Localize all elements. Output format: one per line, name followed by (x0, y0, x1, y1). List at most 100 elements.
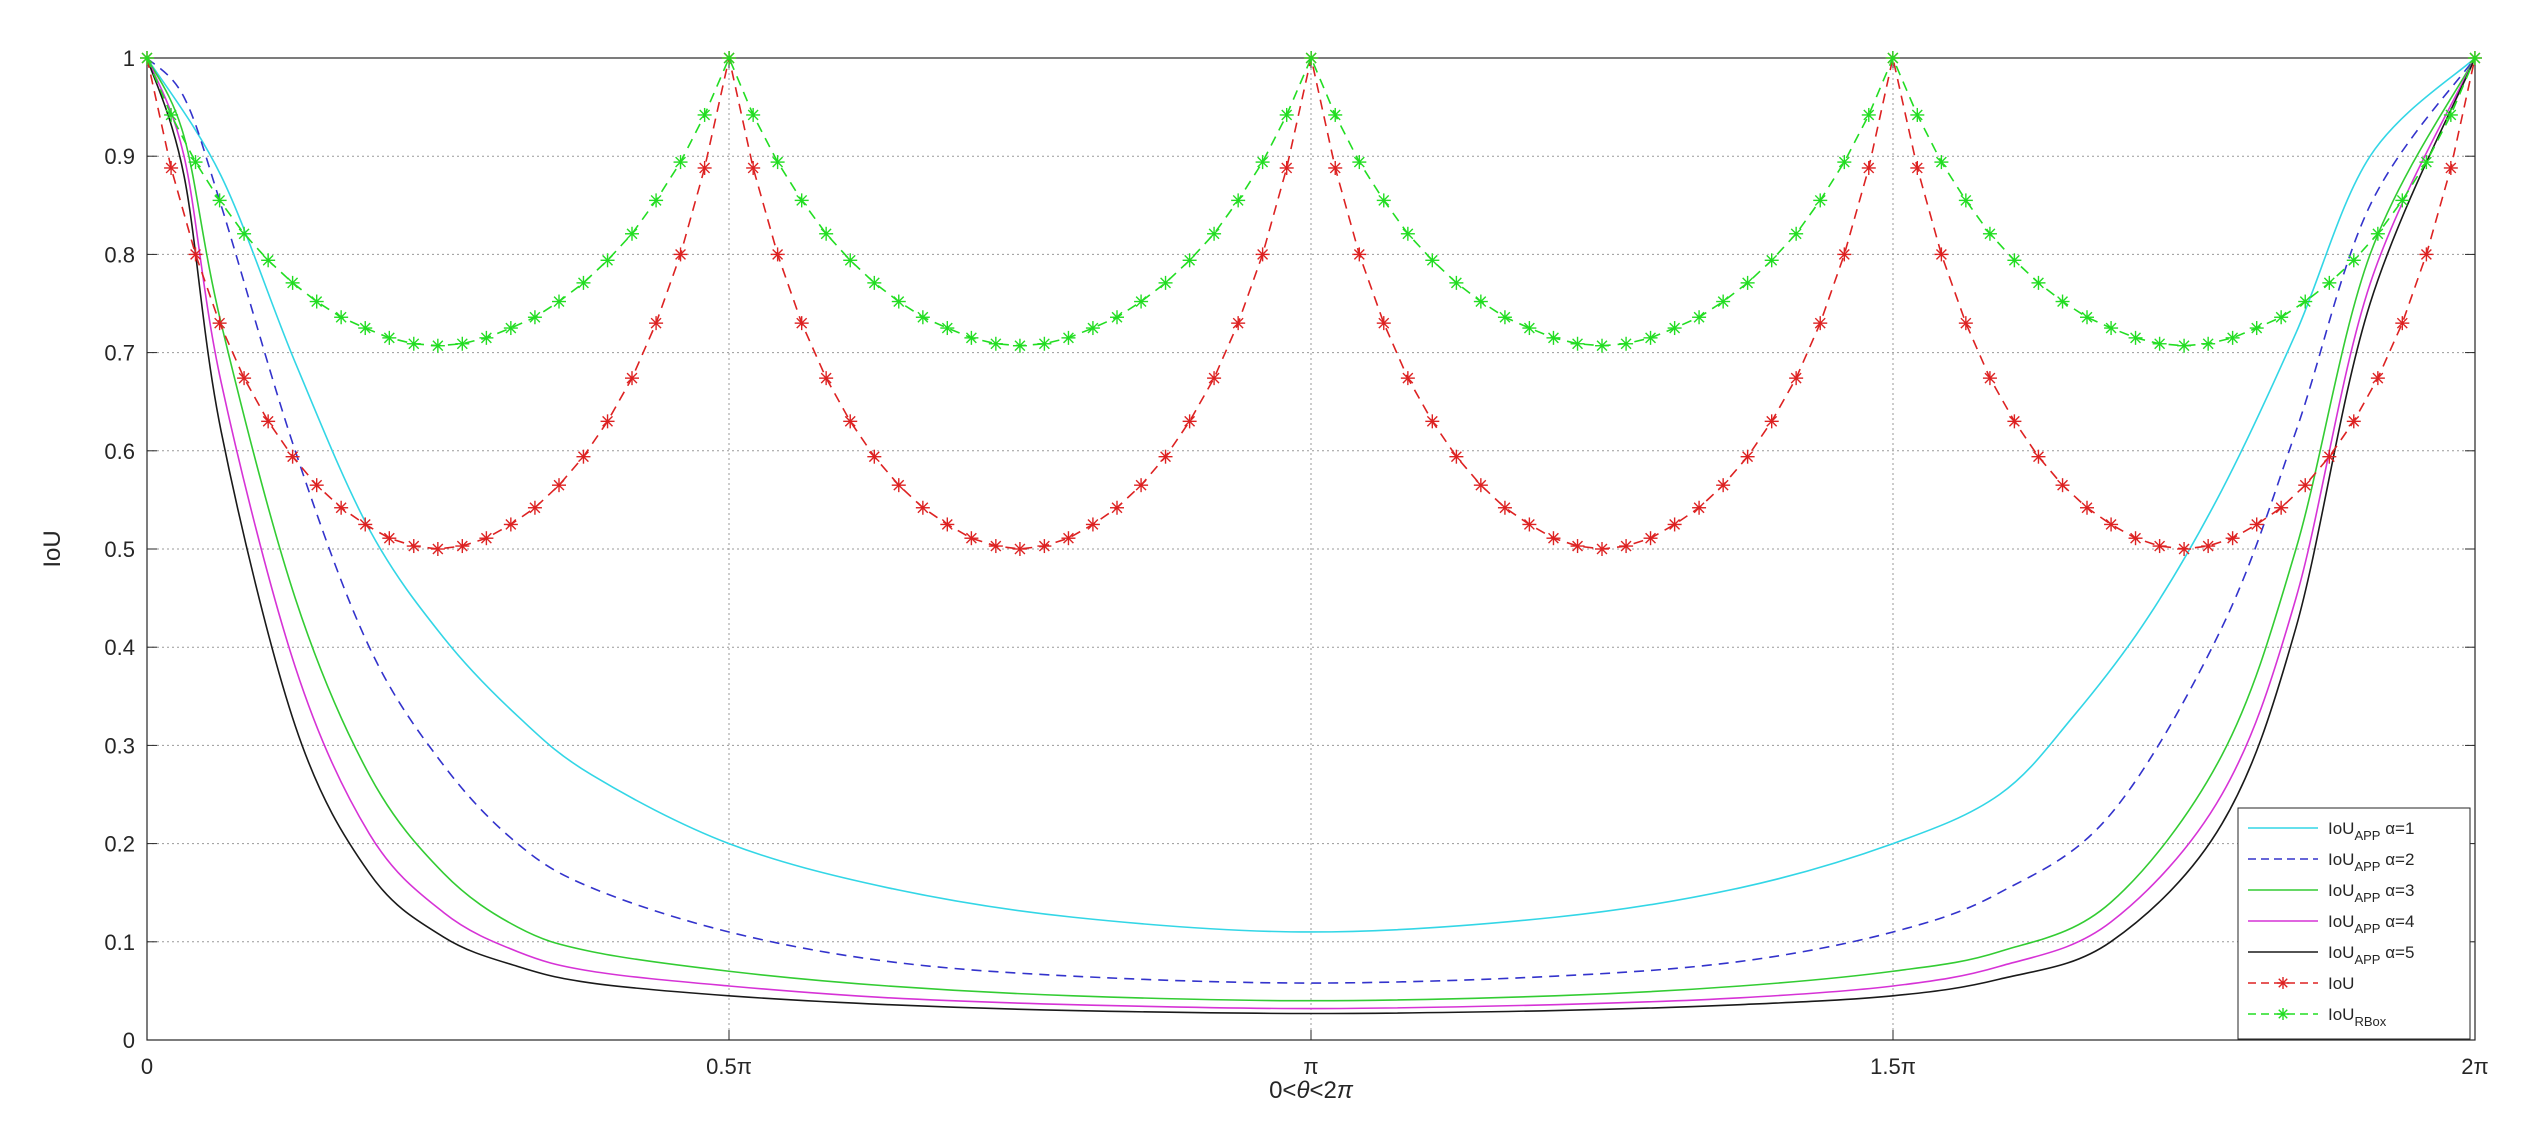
data-point (2031, 449, 2046, 464)
legend-label: IoUAPP α=3 (2328, 881, 2414, 905)
data-point (1110, 500, 1125, 515)
data-point (625, 226, 640, 241)
data-point (2007, 414, 2022, 429)
y-tick-label: 0.2 (104, 832, 135, 857)
data-point (358, 321, 373, 336)
data-point (794, 193, 809, 208)
data-point (1910, 160, 1925, 175)
legend-entry: IoURBox (2248, 1005, 2387, 1029)
data-point (1643, 531, 1658, 546)
legend-label: IoU (2328, 974, 2354, 993)
data-point (1376, 316, 1391, 331)
grid (147, 58, 2475, 1040)
data-point (1061, 531, 1076, 546)
data-point (1837, 247, 1852, 262)
data-point (2346, 253, 2361, 268)
data-point (1885, 51, 1900, 65)
data-point (2322, 275, 2337, 290)
series-2 (146, 57, 2476, 1002)
x-tick-label: 0 (141, 1054, 153, 1079)
data-point (2419, 247, 2434, 262)
data-point (503, 321, 518, 336)
data-point (2225, 330, 2240, 345)
data-point (261, 414, 276, 429)
data-point (430, 338, 445, 353)
data-point (2395, 316, 2410, 331)
data-point (2249, 517, 2264, 532)
data-point (1497, 310, 1512, 325)
data-point (2055, 294, 2070, 309)
data-point (1473, 478, 1488, 493)
data-point (140, 51, 154, 65)
tick-labels: 0 0.1 0.2 0.3 0.4 0.5 0.6 0.7 0.8 0.9 1 0 0.5π π 1.5π 2… (104, 46, 2488, 1079)
data-point (1667, 517, 1682, 532)
series-line (146, 57, 2476, 1015)
legend-label: IoUAPP α=1 (2328, 819, 2414, 843)
data-point (2055, 478, 2070, 493)
data-point (406, 539, 421, 554)
data-point (915, 310, 930, 325)
data-point (1328, 107, 1343, 122)
data-point (1546, 330, 1561, 345)
series-layer (140, 51, 2482, 1015)
data-point (2370, 226, 2385, 241)
data-point (1570, 539, 1585, 554)
y-tick-label: 0.1 (104, 930, 135, 955)
data-point (358, 517, 373, 532)
data-point (1667, 321, 1682, 336)
data-point (1255, 155, 1270, 170)
data-point (625, 371, 640, 386)
data-point (2346, 414, 2361, 429)
data-point (309, 294, 324, 309)
data-point (988, 539, 1003, 554)
data-point (1182, 414, 1197, 429)
data-point (1279, 160, 1294, 175)
data-point (1789, 371, 1804, 386)
data-point (2274, 310, 2289, 325)
data-point (1328, 160, 1343, 175)
data-point (843, 253, 858, 268)
data-point (988, 336, 1003, 351)
data-point (1692, 310, 1707, 325)
data-point (164, 107, 179, 122)
data-point (746, 160, 761, 175)
data-point (2080, 310, 2095, 325)
data-point (503, 517, 518, 532)
data-point (746, 107, 761, 122)
data-point (1716, 478, 1731, 493)
data-point (1764, 414, 1779, 429)
data-point (1231, 193, 1246, 208)
data-point (1207, 226, 1222, 241)
data-point (2467, 51, 2482, 65)
data-point (1037, 336, 1052, 351)
data-point (1740, 449, 1755, 464)
data-point (1958, 316, 1973, 331)
series-line (146, 57, 2476, 933)
data-point (188, 247, 203, 262)
data-point (2177, 338, 2192, 353)
data-point (1595, 542, 1610, 556)
data-point (1425, 414, 1440, 429)
data-point (2322, 449, 2337, 464)
data-point (2201, 539, 2216, 554)
series-4 (146, 57, 2476, 1015)
y-tick-label: 0.9 (104, 144, 135, 169)
data-point (2419, 155, 2434, 170)
data-point (527, 500, 542, 515)
data-point (600, 414, 615, 429)
data-point (964, 531, 979, 546)
data-point (1400, 226, 1415, 241)
data-point (819, 226, 834, 241)
data-point (334, 500, 349, 515)
data-point (2201, 336, 2216, 351)
data-point (2298, 294, 2313, 309)
y-tick-label: 0.6 (104, 439, 135, 464)
data-point (2225, 531, 2240, 546)
data-point (1134, 478, 1149, 493)
legend-marker (2277, 977, 2289, 989)
data-point (527, 310, 542, 325)
series-3 (146, 57, 2476, 1010)
data-point (2128, 531, 2143, 546)
data-point (455, 336, 470, 351)
